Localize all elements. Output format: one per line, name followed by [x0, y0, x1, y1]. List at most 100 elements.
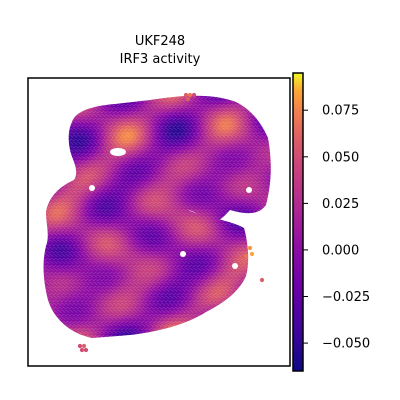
spot — [269, 216, 271, 221]
spot — [253, 216, 259, 221]
spot — [45, 104, 51, 109]
spot — [191, 331, 197, 337]
spot — [247, 303, 253, 309]
spot — [183, 92, 189, 98]
spot — [61, 97, 67, 102]
spot — [247, 245, 253, 251]
spot — [245, 300, 251, 305]
spot — [95, 95, 101, 99]
spot — [77, 104, 83, 109]
spot — [261, 314, 267, 319]
spot — [259, 95, 265, 99]
spot — [211, 317, 217, 323]
spot — [237, 293, 243, 298]
spot — [207, 310, 213, 316]
spot — [263, 233, 269, 239]
spot — [209, 335, 215, 339]
spot — [55, 100, 61, 106]
spot — [200, 339, 204, 343]
spot — [272, 304, 276, 308]
spot — [59, 114, 65, 120]
spot — [43, 310, 49, 316]
spot — [69, 335, 75, 339]
spot — [249, 321, 255, 326]
spot — [217, 335, 223, 339]
spot — [263, 247, 269, 253]
spot — [225, 314, 231, 319]
spot — [43, 184, 49, 190]
spot — [43, 307, 47, 312]
spot — [65, 118, 71, 123]
spot — [43, 139, 47, 144]
spot — [221, 314, 227, 319]
spot — [43, 104, 47, 109]
spot — [272, 227, 276, 231]
spot — [261, 265, 267, 270]
spot — [268, 339, 272, 343]
spot — [239, 95, 245, 99]
spot — [43, 198, 49, 204]
spot — [253, 321, 259, 326]
spot — [169, 328, 175, 333]
spot — [252, 339, 256, 343]
spot — [255, 247, 261, 253]
spot — [43, 293, 47, 298]
spot — [53, 181, 59, 186]
spot — [43, 198, 45, 204]
spot — [263, 282, 269, 288]
spot — [53, 104, 59, 109]
spot — [243, 303, 249, 309]
spot — [263, 226, 269, 232]
spot — [265, 223, 271, 228]
spot — [257, 286, 263, 291]
spot — [43, 95, 45, 99]
spot — [259, 226, 265, 232]
spot — [265, 104, 271, 109]
spot — [257, 104, 263, 109]
spot — [229, 307, 235, 312]
spot — [253, 237, 259, 242]
spot — [185, 96, 191, 102]
spot — [43, 324, 49, 330]
spot — [259, 277, 265, 283]
spot — [217, 328, 223, 333]
spot — [272, 269, 276, 273]
spot — [243, 95, 249, 99]
spot — [180, 339, 184, 343]
spot — [43, 212, 45, 218]
spot — [247, 261, 253, 267]
spot — [267, 205, 271, 211]
spot — [53, 321, 59, 326]
spot — [117, 97, 123, 102]
spot — [43, 95, 49, 99]
spot — [261, 97, 267, 102]
spot — [257, 230, 263, 235]
spot — [265, 300, 271, 305]
spot — [267, 282, 271, 288]
spot — [272, 108, 276, 112]
spot — [244, 339, 248, 343]
spot — [259, 282, 265, 288]
spot — [57, 146, 63, 151]
spot — [235, 317, 241, 323]
spot — [91, 95, 97, 99]
spot — [43, 331, 45, 337]
spot — [241, 97, 247, 102]
spot — [247, 226, 253, 232]
spot — [53, 125, 59, 130]
spot — [269, 104, 271, 109]
spot — [52, 339, 56, 343]
spot — [59, 163, 65, 169]
spot — [261, 209, 267, 214]
spot — [239, 289, 245, 295]
spot — [253, 314, 259, 319]
spot — [63, 156, 69, 162]
spot — [272, 115, 276, 119]
spot — [243, 289, 249, 295]
spot — [253, 335, 259, 339]
spot — [47, 135, 53, 141]
spot — [219, 95, 225, 99]
spot — [121, 335, 127, 339]
spot — [272, 248, 276, 252]
spot — [233, 321, 239, 326]
